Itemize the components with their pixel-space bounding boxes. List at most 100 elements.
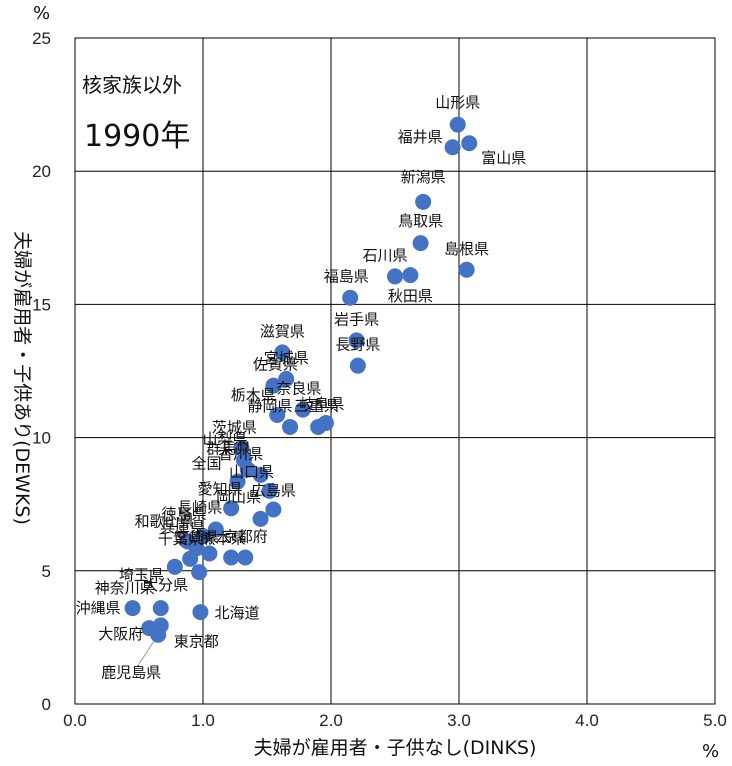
point-label: 沖縄県 <box>76 599 121 617</box>
data-point <box>239 461 256 478</box>
point-label: 京都府 <box>223 527 268 545</box>
point-label: 東京都 <box>174 632 219 650</box>
data-point <box>229 473 246 490</box>
data-point <box>265 501 282 518</box>
y-unit: % <box>33 3 50 24</box>
point-label: 大阪府 <box>98 625 143 643</box>
point-label: 福井県 <box>398 128 443 146</box>
point-label: 宮城県 <box>264 349 309 367</box>
point-label: 岡山県 <box>216 488 261 506</box>
data-point <box>402 267 419 284</box>
data-point <box>412 235 429 252</box>
data-point <box>461 135 478 152</box>
annotation-year: 1990年 <box>84 119 190 154</box>
point-label: 山口県 <box>229 463 274 481</box>
data-point <box>191 564 208 581</box>
y-tick-label: 5 <box>42 562 51 581</box>
data-point <box>261 482 278 499</box>
point-label: 広島県 <box>251 482 296 500</box>
point-label: 全国 <box>192 455 222 473</box>
point-label: 福島県 <box>324 268 369 286</box>
point-label: 佐賀県 <box>253 356 298 374</box>
point-label: 香川県 <box>218 445 263 463</box>
x-axis-ticks: 0.0 1.0 2.0 3.0 4.0 5.0 <box>63 711 727 730</box>
x-tick-label: 0.0 <box>63 711 87 730</box>
point-label: 鹿児島県 <box>101 664 161 682</box>
x-axis-title: 夫婦が雇用者・子供なし(DINKS) <box>254 737 537 759</box>
data-point <box>444 139 461 156</box>
point-label: 山形県 <box>435 94 480 112</box>
x-tick-label: 4.0 <box>575 711 599 730</box>
point-label: 滋賀県 <box>260 322 305 340</box>
x-tick-label: 3.0 <box>447 711 471 730</box>
data-point <box>269 406 286 423</box>
y-tick-label: 10 <box>32 429 51 448</box>
point-label: 鳥取県 <box>398 212 443 230</box>
y-tick-label: 15 <box>32 295 51 314</box>
data-point <box>274 344 291 361</box>
data-point <box>237 549 254 566</box>
point-label: 長野県 <box>335 336 380 354</box>
data-point <box>265 377 282 394</box>
point-label: 岐阜県 <box>299 395 344 413</box>
point-label: 島根県 <box>444 240 489 258</box>
gridlines <box>74 37 716 705</box>
point-label: 愛知県 <box>198 480 243 498</box>
data-point <box>387 268 403 285</box>
point-label: 宮崎県 <box>174 528 219 546</box>
point-label: 徳島県 <box>161 505 206 523</box>
data-point <box>207 521 224 538</box>
point-label: 富山県 <box>481 149 526 167</box>
point-label: 和歌山県 <box>135 512 195 530</box>
y-tick-label: 0 <box>42 695 51 714</box>
x-tick-label: 5.0 <box>703 711 727 730</box>
point-label: 三重県 <box>294 397 339 415</box>
point-label: 新潟県 <box>401 168 446 186</box>
point-label: 栃木県 <box>231 386 276 404</box>
data-point <box>278 370 295 387</box>
data-point <box>349 357 366 374</box>
data-point <box>223 500 240 517</box>
point-label: 山梨県 <box>202 430 247 448</box>
data-point <box>449 116 466 133</box>
point-label: 長崎県 <box>177 499 222 517</box>
data-point <box>166 558 183 575</box>
plot-area <box>74 37 716 705</box>
point-label: 神奈川県 <box>95 579 155 597</box>
point-label: 茨城県 <box>212 418 257 436</box>
point-label: 岩手県 <box>334 310 379 328</box>
data-point <box>192 604 209 621</box>
point-label: 秋田県 <box>388 287 433 305</box>
data-point <box>195 528 211 545</box>
data-point <box>294 401 311 418</box>
data-point <box>342 289 359 306</box>
data-point <box>317 414 334 431</box>
data-point <box>182 550 199 567</box>
data-point <box>124 600 141 617</box>
point-label: 埼玉県 <box>119 566 164 584</box>
point-label: 北海道 <box>214 604 259 622</box>
data-point <box>252 510 269 527</box>
point-label: 奈良県 <box>276 380 321 398</box>
data-point <box>223 549 240 566</box>
point-label: 大分県 <box>143 576 188 594</box>
data-point <box>152 600 169 617</box>
y-axis-title: 夫婦が雇用者・子供あり(DEWKS) <box>11 231 33 525</box>
point-label: 静岡県 <box>248 397 293 415</box>
data-points <box>124 116 478 643</box>
y-tick-label: 20 <box>32 162 51 181</box>
y-tick-label: 25 <box>32 29 51 48</box>
data-point <box>458 261 475 278</box>
point-label: 兵庫県 <box>160 518 205 536</box>
point-label: 石川県 <box>362 246 407 264</box>
data-point <box>415 193 432 210</box>
data-point <box>348 332 365 349</box>
x-tick-label: 2.0 <box>319 711 343 730</box>
x-tick-label: 1.0 <box>191 711 215 730</box>
data-point <box>252 466 269 483</box>
x-unit: % <box>702 741 719 762</box>
point-label: 千葉県 <box>158 530 203 548</box>
y-axis-ticks: 0 5 10 15 20 25 <box>32 29 51 714</box>
